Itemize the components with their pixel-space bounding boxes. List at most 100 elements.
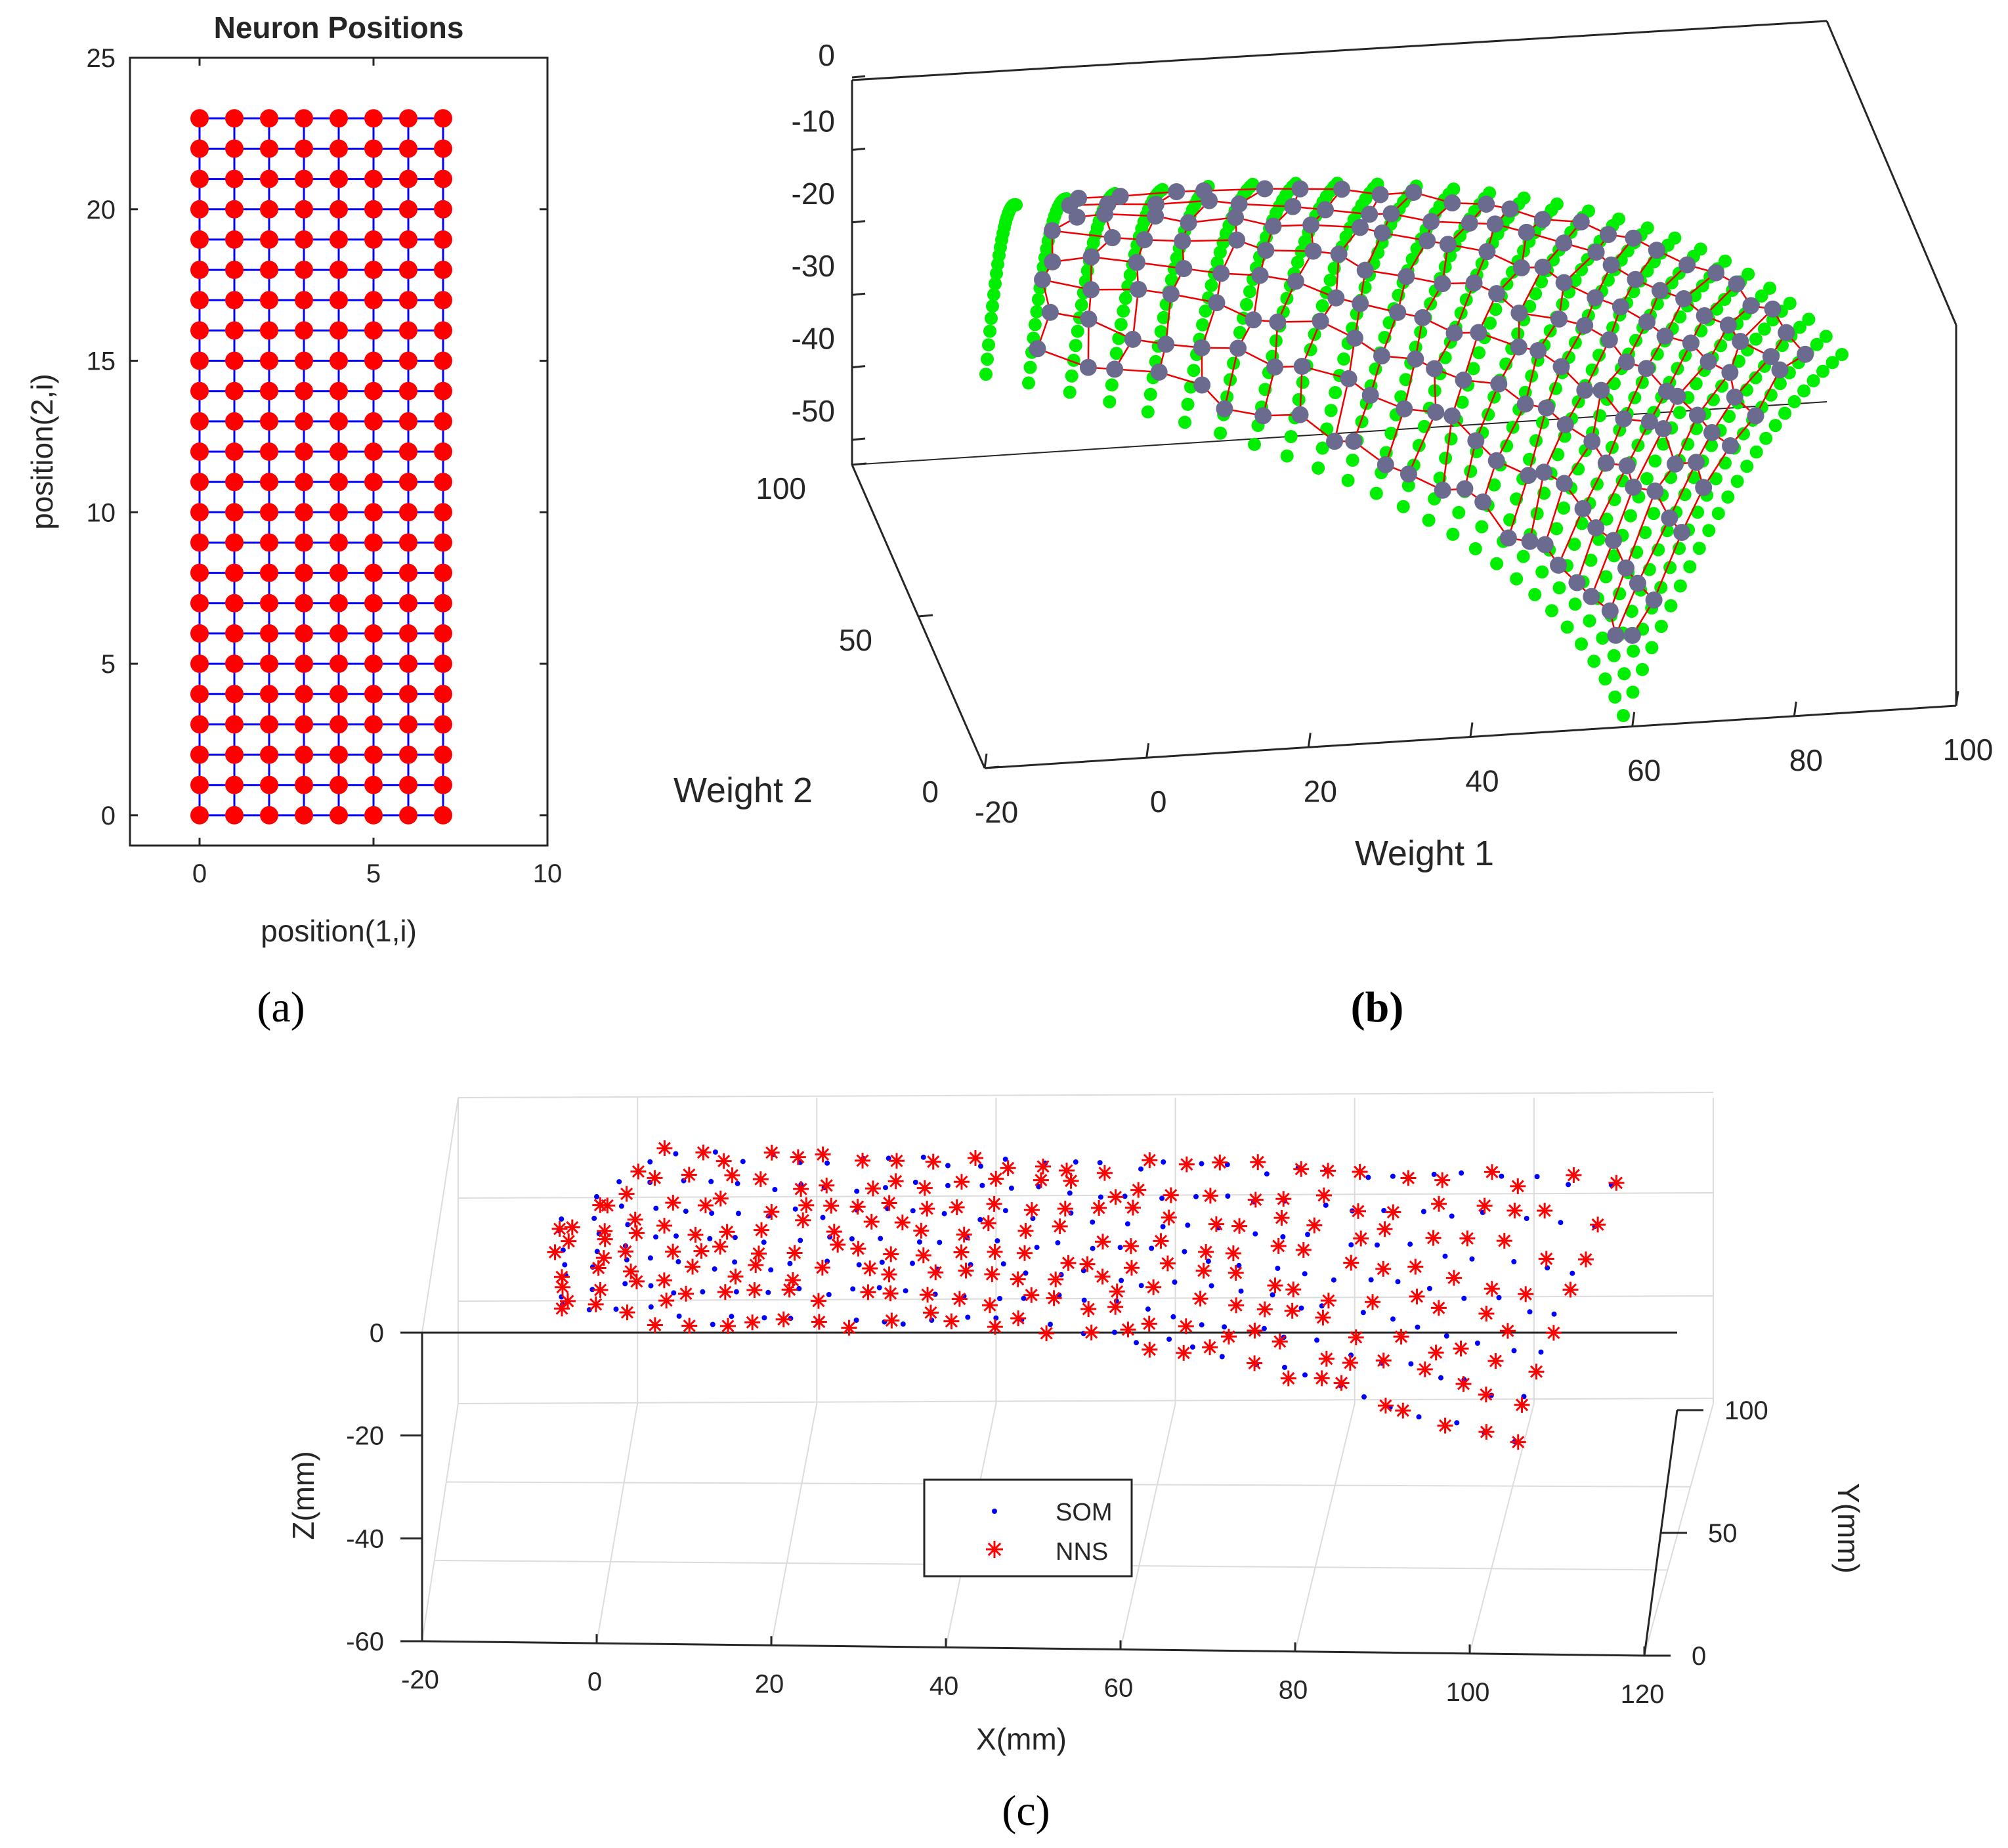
panel-b-som-neuron [1638,313,1656,331]
panel-a-neuron [295,593,313,612]
panel-a-neuron [399,381,417,400]
panel-c-nns-point [727,1268,744,1285]
panel-b-som-neuron [1361,387,1379,404]
panel-b-som-neuron [1587,519,1605,536]
panel-c-som-point [1145,1306,1151,1312]
panel-b-som-link [1407,412,1437,475]
panel-c-nns-points [547,1140,1625,1450]
panel-c-nns-point [1035,1158,1051,1174]
panel-c-nns-point [1437,1417,1453,1434]
panel-a-neuron [295,655,313,674]
panel-c-som-point [1302,1271,1308,1277]
panel-b-input-point [981,353,994,366]
panel-c-nns-point [1228,1264,1244,1281]
panel-c-som-point [1511,1258,1517,1264]
panel-b-input-point [1749,445,1763,459]
panel-a-neuron [330,533,348,552]
panel-c-nns-point [1016,1245,1033,1261]
panel-b-input-point [1600,512,1613,526]
panel-c-nns-point [1192,1291,1208,1307]
panel-b-som-neuron [1623,626,1641,644]
panel-a-neuron [364,321,383,340]
panel-a-neuron [260,503,278,522]
panel-b-som-neuron [1041,303,1059,321]
panel-label-c: (c) [1002,1787,1050,1835]
panel-b-input-point [1816,364,1829,378]
panel-b-som-neuron [1230,195,1248,213]
panel-c-nns-point [1107,1189,1124,1205]
panel-c-som-point [740,1159,746,1165]
panel-c-zlabel: Z(mm) [286,1451,320,1539]
panel-b-som-link [1442,416,1453,490]
panel-c-som-point [1390,1173,1396,1179]
panel-b-input-point [1835,348,1848,361]
panel-c-som-point [735,1180,740,1186]
panel-b-som-link [1475,383,1500,441]
panel-b-som-neuron [1082,281,1100,299]
panel-a-ytick-label: 25 [87,44,116,73]
panel-a-neuron [399,775,417,794]
panel-b-input-point [1296,376,1310,389]
panel-a-neuron [260,351,278,370]
panel-b-xtick-label: 0 [1150,784,1167,819]
panel-b-input-point [1119,291,1132,305]
panel-c-som-point [1138,1166,1143,1172]
panel-c-nns-point [1094,1234,1111,1250]
panel-b-som-neuron [1227,209,1245,226]
panel-c-nns-point [1484,1164,1500,1180]
panel-b-som-link [1224,348,1239,409]
panel-c-nns-point [1445,1270,1462,1286]
panel-a-neuron [260,412,278,431]
panel-a-neuron [364,533,383,552]
panel-c-nns-point [951,1291,968,1307]
panel-c-nns-point [830,1236,846,1253]
panel-b-input-point [1689,377,1703,391]
panel-b-som-neuron [1111,187,1129,205]
panel-b-som-neuron [1128,253,1145,271]
panel-a-neuron [364,806,383,825]
panel-b-som-neuron [1212,265,1230,282]
panel-c-nns-point [618,1186,635,1202]
panel-c-floor-gridline [771,1403,818,1646]
panel-c-nns-point [1377,1398,1394,1414]
panel-b-som-neuron [1180,214,1197,232]
panel-c-nns-point [559,1293,576,1309]
panel-c-nns-point [953,1244,970,1260]
panel-a-neuron [434,624,452,643]
panel-c-nns-point [1506,1202,1523,1218]
panel-c-nns-point [915,1247,931,1264]
panel-b-input-point [1650,297,1664,311]
panel-b-som-neuron [1228,231,1246,249]
panel-c-nns-point [1142,1341,1158,1358]
panel-b-xtick-label: 100 [1943,733,1994,767]
panel-c-nns-point [1455,1376,1472,1392]
panel-b-input-point [1691,505,1705,519]
panel-c-nns-point [1285,1281,1302,1298]
panel-b-xtick-mark [1145,742,1150,758]
panel-c-som-point [1431,1171,1437,1177]
panel-a-neuron [399,624,417,643]
panel-b-som-neuron [1443,407,1461,425]
panel-b-som-neuron [1722,437,1740,454]
panel-b-som-neuron [1174,232,1191,250]
panel-b-input-point [1640,221,1654,235]
panel-c-nns-point [1124,1199,1141,1216]
panel-a-neuron [399,230,417,249]
panel-b-som-neuron [1550,310,1568,328]
panel-c-nns-point [656,1218,673,1234]
panel-c-som-point [853,1318,859,1323]
panel-c-nns-point [592,1281,609,1298]
panel-c-nns-point [1478,1424,1495,1440]
panel-a-neuron [190,381,209,400]
panel-b-xtick-label: 40 [1465,764,1499,798]
panel-b-som-neuron [1510,304,1528,322]
panel-a-neuron [330,655,348,674]
panel-c-som-point [1160,1224,1166,1230]
panel-c-nns-point [1052,1218,1068,1235]
panel-b-input-point [1656,437,1670,451]
panel-c-nns-point [860,1284,876,1300]
panel-b-input-point [1741,267,1755,281]
panel-c-nns-point [597,1231,613,1247]
panel-b-input-point [1329,386,1342,399]
panel-c-nns-point [956,1226,972,1243]
